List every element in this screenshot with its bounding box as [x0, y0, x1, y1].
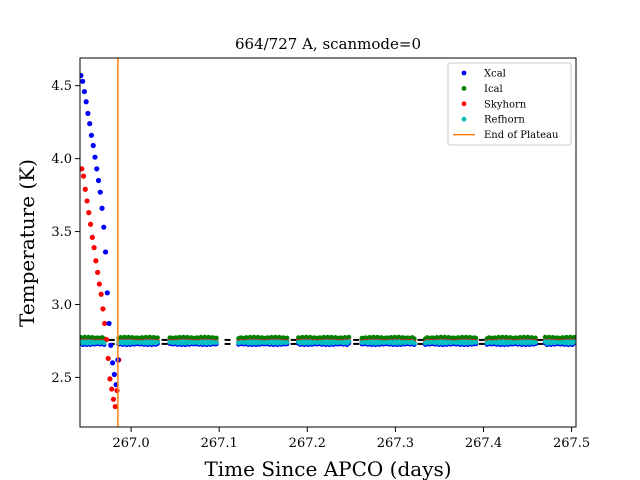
legend-label: Ical	[484, 84, 503, 95]
data-point	[87, 221, 94, 227]
data-point	[213, 340, 219, 345]
data-point	[284, 340, 290, 345]
data-point	[571, 334, 576, 340]
x-axis-title: Time Since APCO (days)	[204, 457, 451, 480]
data-point	[80, 173, 87, 179]
data-point	[105, 355, 111, 362]
data-point	[104, 290, 110, 296]
data-point	[112, 403, 118, 410]
legend-marker	[461, 116, 467, 122]
data-point	[109, 360, 116, 366]
legend: Xcal Ical Skyhorn Refhorn End of Plateau	[447, 62, 572, 146]
legend-label: Refhorn	[484, 115, 525, 126]
y-tick-label: 4.0	[51, 152, 72, 167]
data-point	[99, 205, 105, 211]
chart-title: 664/727 A, scanmode=0	[235, 35, 421, 53]
data-point	[94, 166, 100, 172]
data-point	[80, 166, 85, 172]
data-point	[108, 342, 114, 348]
x-tick-label: 267.2	[289, 436, 326, 451]
data-point	[107, 376, 113, 382]
legend-item: Ical	[461, 84, 503, 95]
data-point	[533, 335, 538, 341]
data-point	[92, 154, 98, 160]
data-point	[88, 132, 95, 138]
data-point	[80, 78, 86, 84]
data-point	[80, 72, 84, 79]
y-axis-title: Temperature (K)	[15, 159, 39, 327]
data-point	[82, 186, 88, 192]
x-tick-label: 267.3	[377, 436, 414, 451]
legend-marker	[461, 70, 467, 76]
legend-label: Skyhorn	[484, 99, 527, 110]
x-tick-label: 267.1	[201, 436, 238, 451]
legend-marker	[461, 101, 467, 107]
data-point	[411, 340, 417, 346]
data-point	[96, 281, 102, 287]
y-axis: 2.5 3.0 3.5 4.0 4.5	[51, 79, 80, 386]
data-point	[284, 335, 290, 341]
data-point	[95, 269, 101, 275]
data-point	[100, 306, 106, 312]
y-tick-label: 2.5	[51, 371, 72, 386]
data-point	[83, 99, 89, 105]
legend-label: Xcal	[484, 69, 506, 80]
data-point	[155, 339, 160, 345]
series-refhorn	[80, 339, 576, 346]
x-tick-label: 267.5	[553, 436, 590, 451]
data-point	[90, 142, 96, 149]
data-point	[85, 110, 91, 117]
plot-content	[80, 58, 576, 427]
x-tick-label: 267.4	[465, 436, 502, 451]
x-axis: 267.0 267.1 267.2 267.3 267.4 267.5	[112, 427, 590, 451]
plot-frame	[79, 57, 577, 428]
data-point	[473, 340, 479, 345]
data-point	[109, 386, 115, 392]
data-point	[91, 245, 97, 251]
legend-item: Skyhorn	[461, 99, 527, 110]
data-point	[98, 291, 104, 297]
data-point	[102, 320, 108, 327]
data-point	[213, 335, 219, 341]
data-point	[84, 198, 90, 204]
plot-area	[80, 58, 576, 427]
data-point	[86, 210, 92, 216]
series-skyhorn	[80, 166, 576, 410]
x-tick-label: 267.0	[112, 436, 149, 451]
data-point	[346, 339, 352, 344]
legend-item: Refhorn	[461, 115, 525, 126]
data-point	[114, 387, 120, 394]
legend-item: Xcal	[461, 69, 506, 80]
data-point	[110, 396, 117, 402]
data-point	[81, 88, 88, 95]
legend-label: End of Plateau	[484, 130, 559, 141]
data-point	[155, 335, 160, 341]
data-point	[571, 339, 576, 345]
data-point	[93, 258, 99, 264]
data-point	[95, 177, 102, 184]
y-tick-label: 4.5	[51, 79, 72, 94]
data-point	[101, 224, 107, 230]
legend-item: End of Plateau	[453, 130, 559, 141]
data-point	[87, 121, 93, 127]
data-point	[97, 189, 103, 195]
y-tick-label: 3.0	[51, 298, 72, 313]
data-point	[101, 340, 107, 346]
data-point	[533, 339, 538, 345]
data-point	[89, 234, 95, 240]
legend-marker	[461, 86, 467, 91]
data-point	[111, 371, 117, 378]
data-point	[103, 336, 110, 343]
data-point	[102, 249, 109, 255]
legend-box	[447, 62, 572, 146]
data-point	[346, 334, 352, 340]
data-point	[106, 320, 112, 327]
y-tick-label: 3.5	[51, 225, 72, 240]
